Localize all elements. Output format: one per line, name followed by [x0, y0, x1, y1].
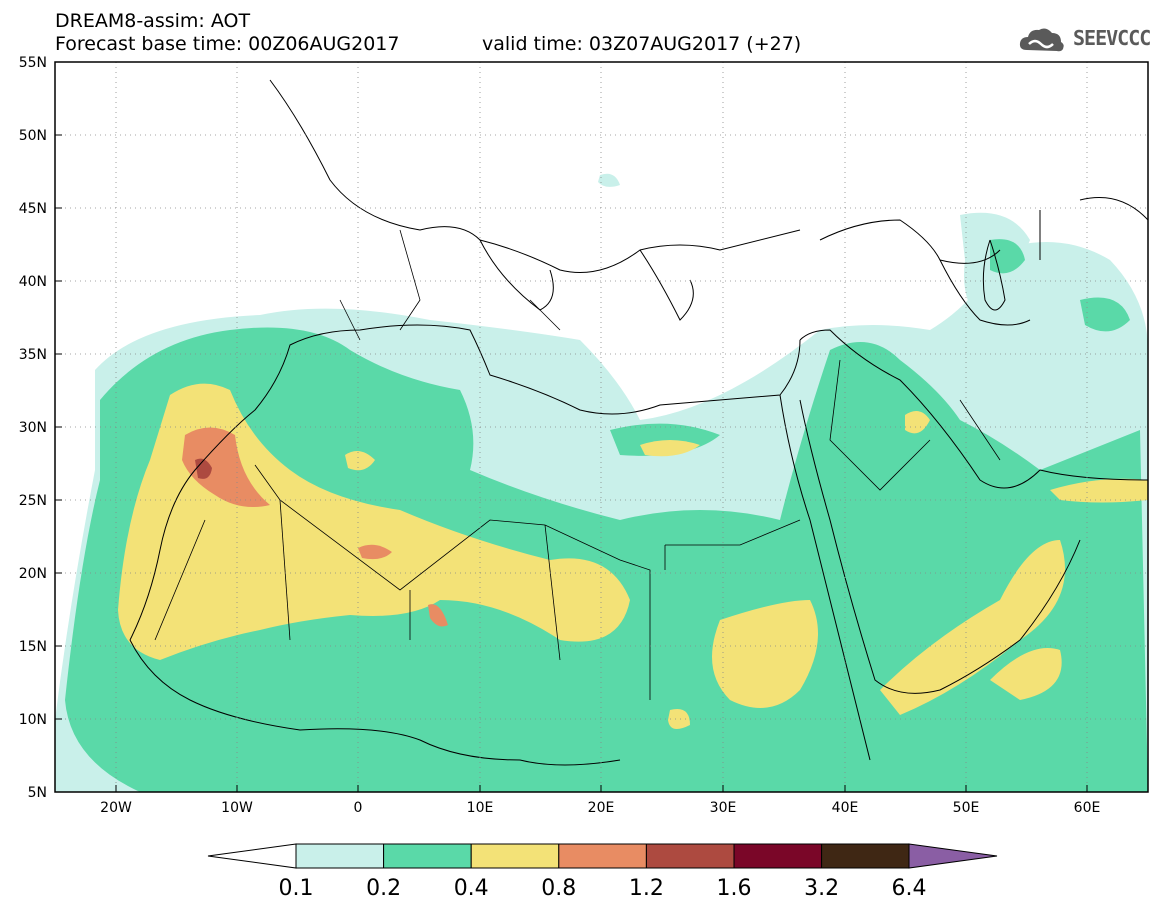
aot-field — [55, 173, 1148, 792]
colorbar-labels: 0.1 0.2 0.4 0.8 1.2 1.6 3.2 6.4 — [279, 876, 927, 901]
aot-band-1.2 — [195, 458, 212, 479]
lat-label: 50N — [19, 128, 47, 144]
forecast-base-time: Forecast base time: 00Z06AUG2017 — [55, 33, 400, 55]
country-borders — [154, 229, 1001, 700]
colorbar-segment — [645, 843, 735, 869]
aot-band-0.8 — [182, 427, 448, 627]
lon-label: 20E — [588, 800, 615, 816]
cloud-logo-icon — [1019, 28, 1064, 52]
colorbar-label: 6.4 — [892, 876, 927, 901]
lat-label: 25N — [19, 493, 47, 509]
colorbar-segment — [295, 843, 385, 869]
lat-label: 45N — [19, 201, 47, 217]
lon-label: 50E — [953, 800, 980, 816]
lat-label: 10N — [19, 712, 47, 728]
colorbar-segment — [733, 843, 823, 869]
gridlines — [55, 62, 1148, 792]
lat-label: 30N — [19, 420, 47, 436]
lon-label: 40E — [832, 800, 859, 816]
colorbar-over-arrow — [908, 843, 998, 869]
lat-labels: 5N 10N 15N 20N 25N 30N 35N 40N 45N 50N 5… — [19, 55, 47, 801]
lon-label: 10E — [467, 800, 494, 816]
lat-label: 55N — [19, 55, 47, 71]
lat-label: 20N — [19, 566, 47, 582]
lon-label: 30E — [710, 800, 737, 816]
lat-label: 40N — [19, 274, 47, 290]
coastlines — [129, 79, 1148, 766]
lon-label: 0 — [354, 800, 363, 816]
colorbar-label: 0.1 — [279, 876, 314, 901]
colorbar-label: 0.2 — [366, 876, 401, 901]
lon-labels: 20W 10W 0 10E 20E 30E 40E 50E 60E — [100, 800, 1100, 816]
colorbar-label: 3.2 — [804, 876, 839, 901]
colorbar-segment — [383, 843, 472, 869]
colorbar-label: 1.2 — [629, 876, 664, 901]
colorbar-under-arrow — [207, 843, 297, 869]
valid-time: valid time: 03Z07AUG2017 (+27) — [482, 33, 802, 55]
colorbar-segment — [821, 843, 910, 869]
lat-label: 15N — [19, 639, 47, 655]
colorbar-label: 0.8 — [541, 876, 576, 901]
lat-label: 35N — [19, 347, 47, 363]
aot-band-0.4 — [118, 383, 1148, 729]
lon-label: 10W — [221, 800, 253, 816]
axis-ticks — [55, 61, 1088, 793]
lon-label: 20W — [100, 800, 132, 816]
lon-label: 60E — [1074, 800, 1101, 816]
colorbar-label: 1.6 — [717, 876, 752, 901]
colorbar-label: 0.4 — [454, 876, 489, 901]
colorbar — [207, 843, 998, 869]
map-title: DREAM8-assim: AOT — [55, 10, 251, 32]
logo-text: SEEVCCC — [1073, 26, 1151, 50]
lat-label: 5N — [28, 785, 47, 801]
colorbar-segment — [470, 843, 560, 869]
colorbar-segment — [558, 843, 647, 869]
